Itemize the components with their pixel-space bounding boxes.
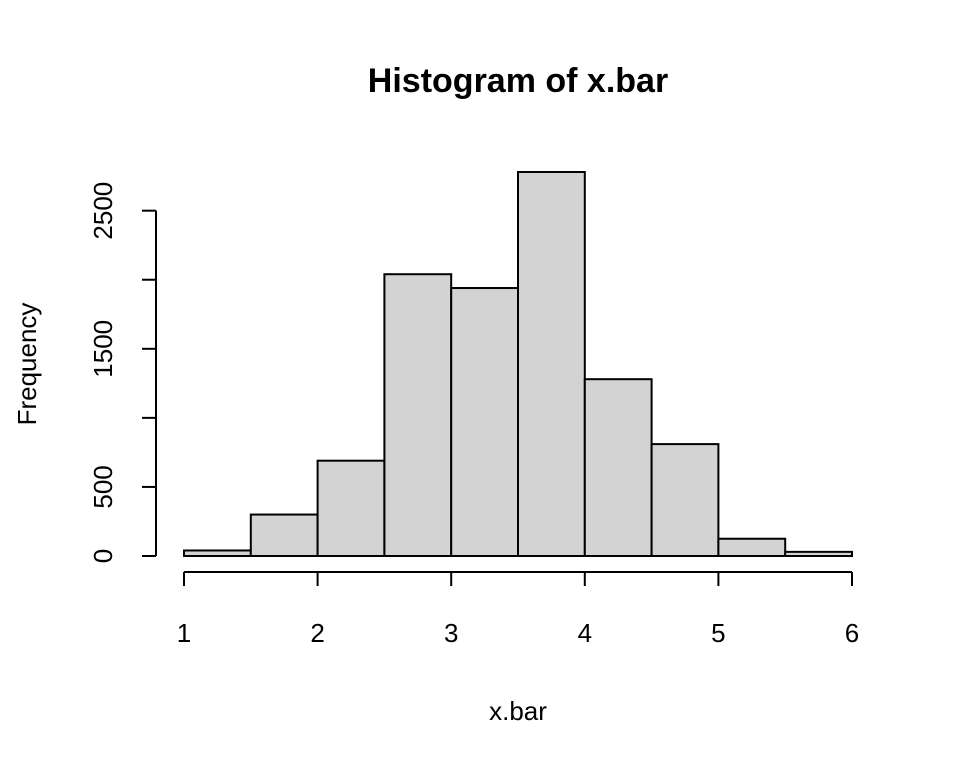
x-axis-label: x.bar	[489, 696, 547, 726]
histogram-bar	[316, 459, 386, 557]
x-axis: 1 2 3 4 5 6	[177, 571, 859, 648]
histogram-bar	[784, 550, 854, 558]
y-tick-label: 0	[88, 549, 118, 563]
y-axis: 0 500 1500 2500	[88, 182, 157, 563]
chart-title: Histogram of x.bar	[368, 62, 668, 100]
x-tick-label: 2	[310, 618, 324, 648]
y-tick-label: 1500	[88, 320, 118, 378]
bars-group	[183, 171, 854, 558]
x-tick-label: 1	[177, 618, 191, 648]
histogram-bar	[383, 273, 453, 557]
histogram-bar	[583, 378, 653, 557]
x-tick-label: 6	[845, 618, 859, 648]
y-axis-label: Frequency	[12, 303, 42, 426]
y-tick-label: 500	[88, 465, 118, 508]
histogram-bar	[450, 287, 520, 557]
histogram-bar	[717, 537, 787, 558]
histogram-bar	[249, 513, 319, 558]
histogram-bar	[517, 171, 586, 557]
histogram-bar	[650, 443, 720, 558]
x-tick-label: 3	[444, 618, 458, 648]
x-tick-label: 4	[578, 618, 592, 648]
y-tick-label: 2500	[88, 182, 118, 240]
x-tick-label: 5	[711, 618, 725, 648]
histogram-bar	[183, 549, 252, 557]
